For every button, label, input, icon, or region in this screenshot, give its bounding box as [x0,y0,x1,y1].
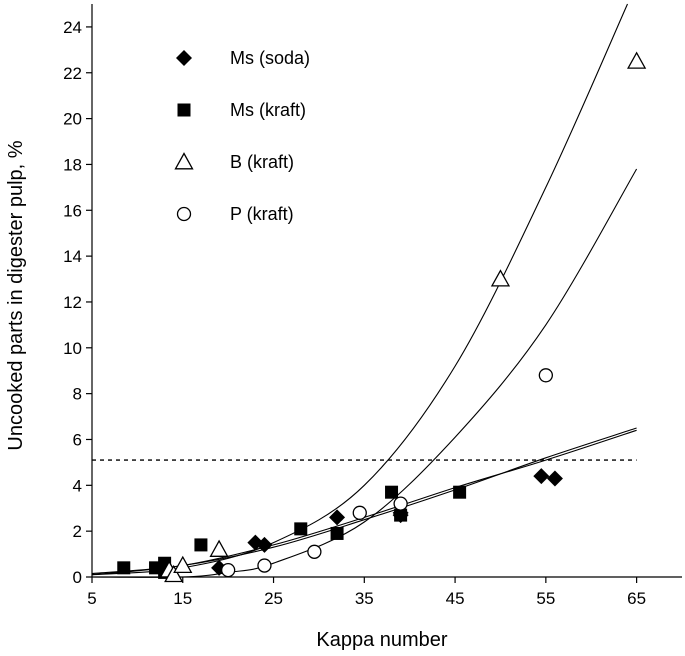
legend-label-ms-kraft: Ms (kraft) [230,100,306,120]
fit-curve-p-fit [91,168,638,578]
point-ms-kraft [117,561,131,575]
point-p-kraft [221,562,236,578]
fit-curve-ms-kraft-fit [91,429,637,576]
legend-label-p-kraft: P (kraft) [230,204,294,224]
legend-marker-ms-soda [176,50,192,66]
y-tick-label: 2 [73,522,82,541]
legend-label-b-kraft: B (kraft) [230,152,294,172]
y-tick-label: 12 [63,293,82,312]
y-tick-label: 20 [63,110,82,129]
x-axis-title: Kappa number [316,629,448,651]
legend-label-ms-soda: Ms (soda) [230,48,310,68]
x-ticks: 5 15 25 35 45 55 65 [87,577,646,608]
fit-curve-ms-soda-fit [91,427,637,575]
y-tick-label: 0 [73,568,82,587]
point-b-kraft [490,269,511,287]
fit-curve-b-fit [91,3,629,576]
y-axis-title: Uncooked parts in digester pulp, % [5,140,27,450]
point-ms-kraft [330,526,344,540]
x-tick-label: 35 [355,589,374,608]
x-tick-label: 15 [173,589,192,608]
y-tick-label: 24 [63,18,82,37]
fit-curves [91,3,638,578]
point-b-kraft [627,51,647,69]
point-p-kraft [538,368,553,383]
legend-marker-ms-kraft [177,103,191,117]
x-tick-label: 55 [536,589,555,608]
point-ms-kraft [453,485,467,499]
point-ms-kraft [294,522,308,536]
point-b-kraft [164,564,184,583]
legend-marker-p-kraft [176,206,192,222]
x-tick-label: 25 [264,589,283,608]
point-ms-kraft [394,508,408,522]
y-tick-label: 10 [63,339,82,358]
y-tick-label: 6 [73,430,82,449]
y-tick-label: 14 [63,247,82,266]
legend-marker-b-kraft [174,152,194,170]
y-tick-label: 4 [73,476,82,495]
x-tick-label: 45 [446,589,465,608]
point-p-kraft [393,496,408,511]
point-b-kraft [209,539,229,557]
y-tick-label: 8 [73,385,82,404]
point-b-kraft [173,555,193,573]
point-p-kraft [307,544,322,559]
y-tick-label: 18 [63,155,82,174]
point-p-kraft [257,558,272,573]
data-points [117,51,647,583]
x-tick-label: 65 [627,589,646,608]
x-tick-label: 5 [87,589,96,608]
y-tick-label: 16 [63,201,82,220]
y-tick-label: 22 [63,64,82,83]
point-ms-soda [546,470,563,487]
point-p-kraft [352,505,367,520]
legend: Ms (soda) Ms (kraft) B (kraft) P (kraft) [174,48,310,224]
point-ms-soda [533,468,550,485]
point-ms-soda [256,536,273,553]
point-ms-kraft [194,538,208,552]
point-ms-soda [329,509,346,526]
point-ms-kraft [385,485,399,499]
